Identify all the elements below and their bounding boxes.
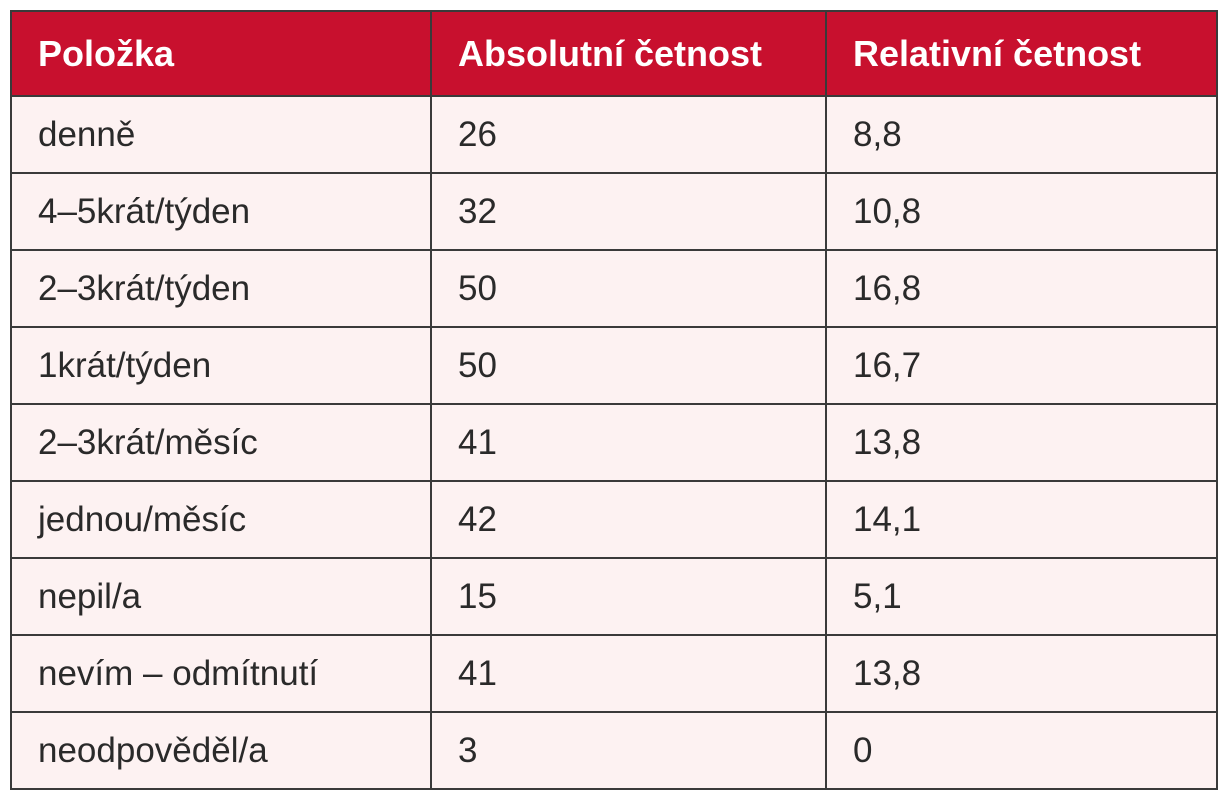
table-row: 2–3krát/týden 50 16,8 <box>10 249 1218 328</box>
table-cell: 16,8 <box>825 249 1218 328</box>
table-cell: nevím – odmítnutí <box>10 634 432 713</box>
table-row: nevím – odmítnutí 41 13,8 <box>10 634 1218 713</box>
header-cell: Absolutní četnost <box>430 10 827 97</box>
table-cell: 3 <box>430 711 827 790</box>
table-cell: 50 <box>430 326 827 405</box>
table-cell: 14,1 <box>825 480 1218 559</box>
table-cell: 26 <box>430 95 827 174</box>
table-cell: 2–3krát/týden <box>10 249 432 328</box>
table-header: Položka Absolutní četnost Relativní četnos… <box>10 10 1218 97</box>
table-row: 2–3krát/měsíc 41 13,8 <box>10 403 1218 482</box>
table-container: Položka Absolutní četnost Relativní četnos… <box>10 10 1218 790</box>
header-cell: Položka <box>10 10 432 97</box>
table-body: denně 26 8,8 4–5krát/týden 32 10,8 2–3krát/týd… <box>10 95 1218 790</box>
table-cell: 5,1 <box>825 557 1218 636</box>
table-row: 4–5krát/týden 32 10,8 <box>10 172 1218 251</box>
header-row: Položka Absolutní četnost Relativní četnos… <box>10 10 1218 97</box>
header-cell: Relativní četnost <box>825 10 1218 97</box>
table-cell: 42 <box>430 480 827 559</box>
table-cell: 0 <box>825 711 1218 790</box>
data-table: Položka Absolutní četnost Relativní četnos… <box>10 10 1218 790</box>
table-cell: 15 <box>430 557 827 636</box>
table-row: nepil/a 15 5,1 <box>10 557 1218 636</box>
table-cell: 13,8 <box>825 634 1218 713</box>
table-cell: nepil/a <box>10 557 432 636</box>
table-row: jednou/měsíc 42 14,1 <box>10 480 1218 559</box>
table-cell: 10,8 <box>825 172 1218 251</box>
table-cell: 4–5krát/týden <box>10 172 432 251</box>
table-cell: 41 <box>430 403 827 482</box>
table-cell: neodpověděl/a <box>10 711 432 790</box>
table-row: neodpověděl/a 3 0 <box>10 711 1218 790</box>
table-cell: 13,8 <box>825 403 1218 482</box>
table-cell: denně <box>10 95 432 174</box>
table-row: denně 26 8,8 <box>10 95 1218 174</box>
table-cell: 50 <box>430 249 827 328</box>
table-cell: 32 <box>430 172 827 251</box>
table-row: 1krát/týden 50 16,7 <box>10 326 1218 405</box>
table-cell: 1krát/týden <box>10 326 432 405</box>
table-cell: 16,7 <box>825 326 1218 405</box>
table-cell: jednou/měsíc <box>10 480 432 559</box>
table-cell: 2–3krát/měsíc <box>10 403 432 482</box>
table-cell: 41 <box>430 634 827 713</box>
table-cell: 8,8 <box>825 95 1218 174</box>
